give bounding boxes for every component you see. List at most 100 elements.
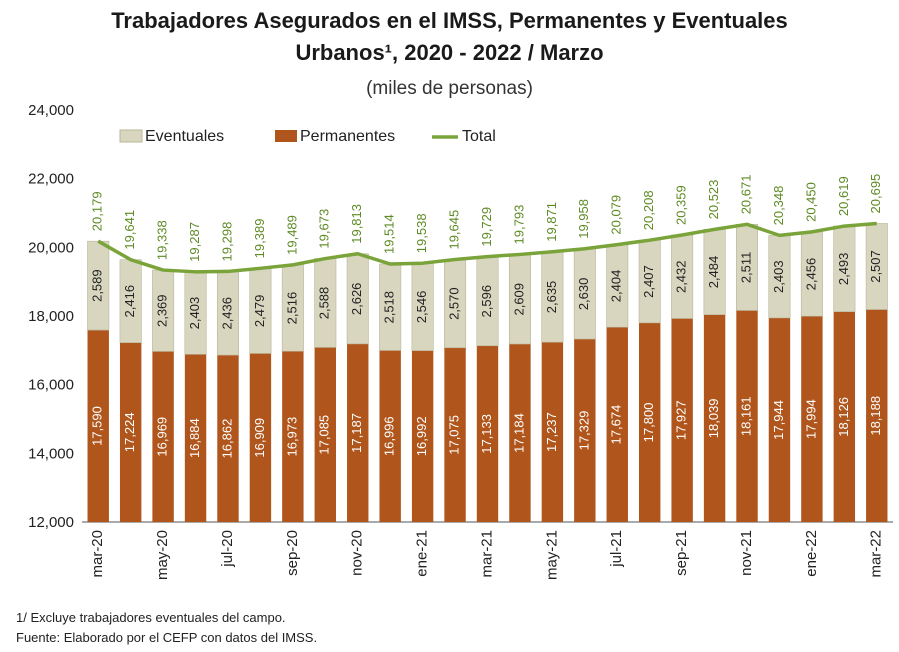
data-label-total: 19,489 <box>284 215 299 255</box>
data-label-permanentes: 17,927 <box>674 400 689 440</box>
x-tick-label: nov-20 <box>349 530 366 576</box>
x-tick-label: mar-20 <box>89 530 106 578</box>
data-label-eventuales: 2,546 <box>414 291 429 324</box>
bar-permanentes <box>476 345 499 522</box>
data-label-total: 19,338 <box>155 220 170 260</box>
x-tick-label: may-21 <box>543 530 560 580</box>
data-label-total: 19,514 <box>382 214 397 254</box>
data-label-total: 20,619 <box>836 176 851 216</box>
data-label-total: 20,179 <box>90 191 105 231</box>
data-label-total: 19,641 <box>122 210 137 250</box>
data-label-eventuales: 2,479 <box>252 295 267 328</box>
data-label-eventuales: 2,432 <box>674 260 689 293</box>
x-tick-label: may-20 <box>154 530 171 580</box>
bar-permanentes <box>606 327 628 522</box>
x-tick-label: jul-20 <box>219 530 236 568</box>
x-tick-label: mar-22 <box>868 530 885 578</box>
y-tick-label: 18,000 <box>28 308 74 325</box>
bar-permanentes <box>87 330 109 522</box>
data-label-eventuales: 2,484 <box>706 256 721 289</box>
source-note: Fuente: Elaborado por el CEFP con datos … <box>16 630 318 645</box>
data-label-eventuales: 2,456 <box>803 258 818 291</box>
data-label-permanentes: 17,944 <box>771 400 786 440</box>
x-tick-label: ene-22 <box>803 530 820 577</box>
bar-permanentes <box>217 355 239 522</box>
data-label-eventuales: 2,416 <box>122 285 137 318</box>
data-label-permanentes: 17,075 <box>446 415 461 455</box>
x-tick-label: ene-21 <box>414 530 431 577</box>
bar-permanentes <box>574 339 596 522</box>
legend-label-total: Total <box>462 128 496 145</box>
data-label-total: 20,208 <box>641 190 656 230</box>
data-label-total: 19,673 <box>317 209 332 249</box>
chart-title-line2: Urbanos¹, 2020 - 2022 / Marzo <box>295 40 604 65</box>
data-label-eventuales: 2,626 <box>349 283 364 316</box>
bar-permanentes <box>866 309 888 522</box>
data-label-permanentes: 17,329 <box>576 411 591 451</box>
data-label-permanentes: 17,994 <box>803 399 818 439</box>
bar-permanentes <box>801 316 823 522</box>
data-label-eventuales: 2,507 <box>868 250 883 283</box>
data-label-total: 19,287 <box>187 222 202 262</box>
data-label-permanentes: 16,909 <box>252 418 267 458</box>
data-label-total: 20,671 <box>738 175 753 215</box>
data-label-total: 19,958 <box>576 199 591 239</box>
data-label-permanentes: 16,969 <box>155 417 170 457</box>
data-label-permanentes: 18,188 <box>868 396 883 436</box>
bar-permanentes <box>314 347 337 522</box>
data-label-total: 20,523 <box>706 180 721 220</box>
data-label-eventuales: 2,596 <box>479 285 494 318</box>
y-tick-label: 22,000 <box>28 171 74 188</box>
y-tick-label: 16,000 <box>28 377 74 394</box>
data-label-permanentes: 17,590 <box>90 406 105 446</box>
data-label-eventuales: 2,609 <box>511 283 526 316</box>
data-label-eventuales: 2,630 <box>576 278 591 311</box>
data-label-eventuales: 2,635 <box>544 281 559 314</box>
data-label-total: 20,079 <box>609 195 624 235</box>
data-label-eventuales: 2,589 <box>90 269 105 302</box>
bar-permanentes <box>541 342 564 522</box>
legend-label-eventuales: Eventuales <box>145 128 224 145</box>
data-label-total: 20,348 <box>771 186 786 226</box>
chart-subtitle: (miles de personas) <box>366 78 533 99</box>
data-label-permanentes: 17,237 <box>544 412 559 452</box>
bar-permanentes <box>119 342 142 522</box>
data-label-total: 19,538 <box>414 213 429 253</box>
bar-permanentes <box>347 343 369 522</box>
data-label-permanentes: 17,085 <box>317 415 332 455</box>
data-label-total: 19,645 <box>446 210 461 250</box>
data-label-total: 19,389 <box>252 219 267 259</box>
bar-permanentes <box>509 344 531 522</box>
data-label-permanentes: 16,973 <box>284 417 299 457</box>
data-label-eventuales: 2,493 <box>836 253 851 286</box>
data-label-total: 19,813 <box>349 204 364 244</box>
data-label-total: 19,871 <box>544 202 559 242</box>
data-label-permanentes: 18,126 <box>836 397 851 437</box>
data-label-permanentes: 17,674 <box>609 405 624 445</box>
x-tick-label: jul-21 <box>608 530 625 568</box>
bar-permanentes <box>282 351 304 522</box>
bar-permanentes <box>768 317 791 522</box>
data-label-total: 20,450 <box>803 182 818 222</box>
data-label-permanentes: 17,133 <box>479 414 494 454</box>
data-label-eventuales: 2,404 <box>609 270 624 303</box>
bar-permanentes <box>249 353 272 522</box>
data-label-permanentes: 16,996 <box>382 416 397 456</box>
bar-permanentes <box>736 310 758 522</box>
x-tick-label: nov-21 <box>738 530 755 576</box>
data-label-permanentes: 16,862 <box>219 419 234 459</box>
x-tick-label: sep-21 <box>673 530 690 576</box>
data-label-eventuales: 2,403 <box>771 260 786 293</box>
x-tick-label: mar-21 <box>478 530 495 578</box>
data-label-total: 19,729 <box>479 207 494 247</box>
footnote: 1/ Excluye trabajadores eventuales del c… <box>16 610 286 625</box>
data-label-eventuales: 2,518 <box>382 291 397 324</box>
bar-permanentes <box>444 347 466 522</box>
x-tick-label: sep-20 <box>284 530 301 576</box>
bar-permanentes <box>671 318 693 522</box>
data-label-permanentes: 17,800 <box>641 403 656 443</box>
data-label-eventuales: 2,403 <box>187 297 202 330</box>
data-label-eventuales: 2,436 <box>219 297 234 330</box>
data-label-total: 19,793 <box>511 205 526 245</box>
